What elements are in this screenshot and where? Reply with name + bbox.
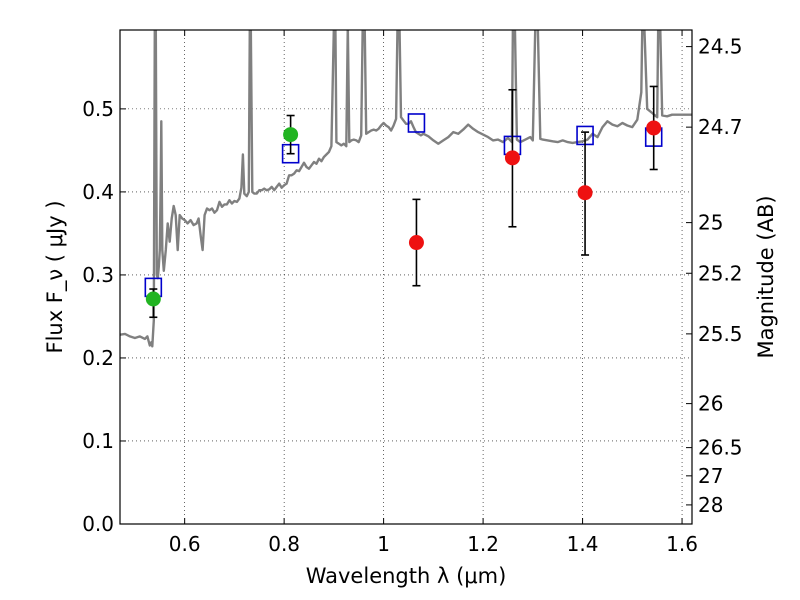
right-axis-label: Magnitude (AB) [754, 195, 778, 358]
right-tick-label: 25.2 [698, 261, 743, 285]
observed-point-red [577, 185, 593, 201]
y-tick-label: 0.3 [82, 263, 114, 287]
model-flux-box [407, 113, 426, 133]
grid-lines [120, 30, 692, 525]
right-tick-label: 24.7 [698, 115, 743, 139]
x-tick-label: 0.8 [268, 532, 300, 556]
axis-ticks: 0.6 0.8 1 1.2 1.4 1.6 0.0 0.1 0.2 0.3 0.4 0.5 24.5 24… [82, 30, 743, 556]
y-axis-label: Flux F_ν ( μJy ) [43, 200, 68, 353]
x-axis-label: Wavelength λ (μm) [306, 564, 507, 588]
x-tick-label: 1.2 [467, 532, 499, 556]
y-tick-label: 0.2 [82, 346, 114, 370]
plot-frame [119, 29, 693, 525]
y-tick-label: 0.0 [82, 512, 114, 536]
observed-point-red [646, 120, 662, 136]
observed-point-red [408, 235, 424, 251]
observed-point-red [504, 150, 520, 166]
plot-marks [120, 30, 692, 348]
right-tick-label: 27 [698, 464, 723, 488]
right-tick-label: 26.5 [698, 436, 743, 460]
template-spectrum-line [120, 30, 692, 348]
y-tick-label: 0.4 [82, 180, 114, 204]
y-tick-label: 0.1 [82, 429, 114, 453]
right-tick-label: 24.5 [698, 35, 743, 59]
observed-point-green [145, 291, 161, 307]
right-tick-label: 25.5 [698, 322, 743, 346]
x-tick-label: 1.6 [666, 532, 698, 556]
right-tick-label: 25 [698, 211, 723, 235]
x-tick-label: 0.6 [169, 532, 201, 556]
x-tick-label: 1.4 [567, 532, 599, 556]
observed-point-green [283, 127, 299, 143]
y-tick-label: 0.5 [82, 97, 114, 121]
right-tick-label: 26 [698, 392, 723, 416]
x-tick-label: 1 [377, 532, 390, 556]
right-tick-label: 28 [698, 493, 723, 517]
